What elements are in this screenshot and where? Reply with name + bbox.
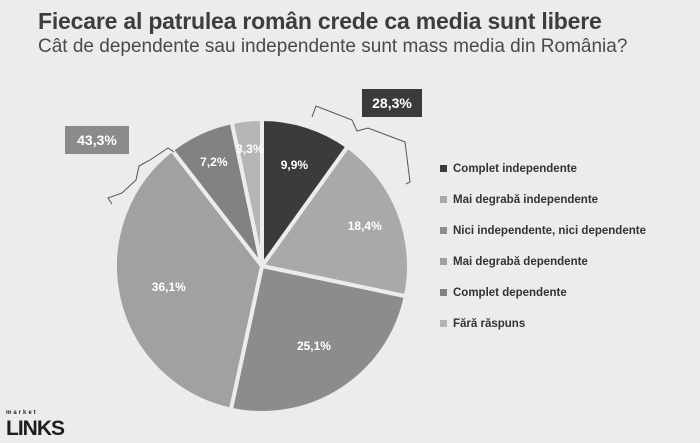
chart-title: Fiecare al patrulea român crede ca media… — [38, 8, 602, 34]
pie-slice-mai-degraba-independente — [258, 143, 411, 299]
legend-item-mai-degraba-dependente: Mai degrabă dependente — [440, 246, 646, 277]
data-label-mai-degraba-independente: 18,4% — [348, 219, 382, 233]
logo-small-text: market — [6, 410, 38, 416]
legend-item-complet-independente: Complet independente — [440, 153, 646, 184]
chart-subtitle: Cât de dependente sau independente sunt … — [38, 36, 628, 57]
logo-main-text: LINKS — [6, 417, 65, 440]
data-label-mai-degraba-dependente: 36,1% — [152, 280, 186, 294]
pie-slice-nici-independente-nici-dependente — [228, 263, 409, 415]
legend-swatch — [440, 258, 447, 265]
legend-swatch — [440, 289, 447, 296]
data-label-nici-independente-nici-dependente: 25,1% — [297, 339, 331, 353]
legend-label: Complet dependente — [453, 286, 567, 299]
data-label-fara-raspuns: 3,3% — [236, 142, 264, 156]
legend-label: Mai degrabă dependente — [453, 255, 588, 268]
callout-dependente-total: 43,3% — [65, 126, 129, 154]
legend-swatch — [440, 320, 447, 327]
data-label-complet-independente: 9,9% — [281, 158, 309, 172]
legend-item-fara-raspuns: Fără răspuns — [440, 308, 646, 339]
legend-label: Fără răspuns — [453, 317, 526, 330]
legend-label: Complet independente — [453, 162, 577, 175]
legend-label: Nici independente, nici dependente — [453, 224, 646, 237]
legend-item-mai-degraba-independente: Mai degrabă independente — [440, 184, 646, 215]
chart-legend: Complet independente Mai degrabă independ… — [440, 153, 646, 339]
callout-bracket-right — [311, 105, 411, 185]
legend-label: Mai degrabă independente — [453, 193, 599, 206]
pie-slice-mai-degraba-dependente — [113, 147, 265, 413]
legend-swatch — [440, 196, 447, 203]
pie-slice-fara-raspuns — [229, 116, 264, 267]
legend-swatch — [440, 227, 447, 234]
legend-item-complet-dependente: Complet dependente — [440, 277, 646, 308]
pie-slice-complet-independente — [260, 116, 351, 273]
legend-swatch — [440, 165, 447, 172]
legend-item-nici-independente-nici-dependente: Nici independente, nici dependente — [440, 215, 646, 246]
callout-independente-total: 28,3% — [362, 89, 422, 117]
callout-bracket-left — [107, 147, 175, 205]
data-label-complet-dependente: 7,2% — [200, 155, 228, 169]
marketlinks-logo: market LINKS — [4, 410, 74, 440]
